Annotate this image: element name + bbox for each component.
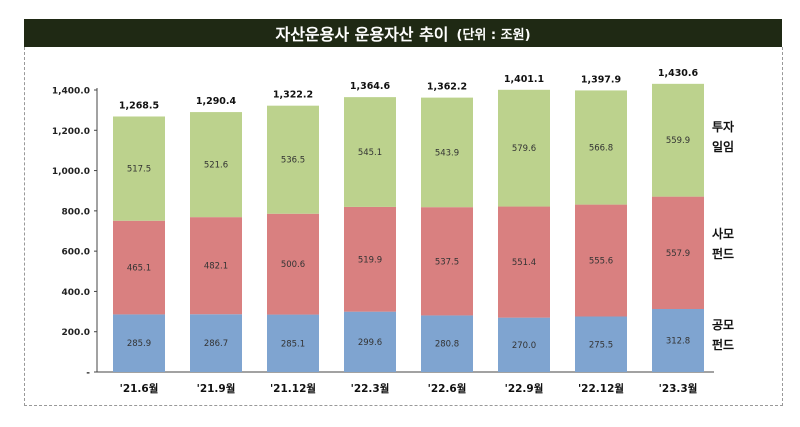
legend-label: 펀드 <box>711 247 735 261</box>
data-label: 312.8 <box>666 336 690 346</box>
bar-segment <box>421 315 473 372</box>
data-label: 500.6 <box>281 260 305 270</box>
bar-segment <box>344 206 396 312</box>
data-label: 286.7 <box>204 339 228 349</box>
bar-segment <box>267 105 319 214</box>
bar-segment <box>267 314 319 372</box>
bar-segment <box>652 83 704 197</box>
data-label: 275.5 <box>589 340 613 350</box>
data-label: 517.5 <box>127 165 151 175</box>
chart-frame <box>24 47 783 406</box>
y-tick-label: 400.0 <box>62 288 90 298</box>
y-tick-label: 200.0 <box>62 328 90 338</box>
y-tick-label: 600.0 <box>62 248 90 258</box>
bar-segment <box>113 116 165 221</box>
legend-investment-discretionary: 투자 일임 <box>706 117 740 157</box>
legend-label: 사모 <box>711 227 735 241</box>
bar-segment <box>113 314 165 372</box>
y-tick-label: 1,400.0 <box>52 87 90 97</box>
data-label: 559.9 <box>666 136 690 146</box>
bar-segment <box>652 308 704 372</box>
data-label: 521.6 <box>204 161 228 171</box>
total-label: 1,364.6 <box>350 81 391 92</box>
data-label: 270.0 <box>512 341 536 351</box>
data-label: 557.9 <box>666 249 690 259</box>
total-label: 1,401.1 <box>504 74 544 85</box>
data-label: 285.9 <box>127 339 151 349</box>
chart-unit: (단위 : 조원) <box>456 27 531 43</box>
data-label: 285.1 <box>281 339 305 349</box>
bar-segment <box>575 316 627 372</box>
data-label: 551.4 <box>512 258 536 268</box>
bar-segment <box>575 90 627 205</box>
bar-segment <box>498 89 550 207</box>
chart-title-bar: 자산운용사 운용자산 추이 (단위 : 조원) <box>24 19 782 47</box>
legend-label: 일임 <box>711 140 735 154</box>
x-tick-label: '22.6월 <box>428 382 467 395</box>
data-label: 566.8 <box>589 144 613 154</box>
data-label: 555.6 <box>589 257 613 267</box>
data-label: 280.8 <box>435 340 459 350</box>
data-label: 537.5 <box>435 257 459 267</box>
bar-segment <box>190 112 242 218</box>
legend-public-fund: 공모 펀드 <box>706 315 740 355</box>
total-label: 1,322.2 <box>273 90 313 101</box>
bar-segment <box>421 207 473 316</box>
x-tick-label: '22.9월 <box>505 382 544 395</box>
bar-segment <box>498 206 550 318</box>
legend-label: 투자 <box>711 120 735 134</box>
legend-private-fund: 사모 펀드 <box>706 224 740 264</box>
y-tick-label: - <box>86 369 90 379</box>
legend-label: 펀드 <box>711 338 735 352</box>
x-tick-label: '22.12월 <box>578 382 624 395</box>
x-tick-label: '21.12월 <box>270 382 316 395</box>
y-tick-label: 1,000.0 <box>52 167 90 177</box>
bar-segment <box>652 196 704 309</box>
chart-title: 자산운용사 운용자산 추이 <box>275 25 449 44</box>
bar-segment <box>498 317 550 372</box>
bar-segment <box>344 97 396 207</box>
data-label: 543.9 <box>435 148 459 158</box>
bar-segment <box>344 311 396 372</box>
data-label: 465.1 <box>127 264 151 274</box>
data-label: 519.9 <box>358 255 382 265</box>
bar-segment <box>421 97 473 208</box>
bar-segment <box>190 314 242 372</box>
bar-segment <box>575 204 627 317</box>
y-tick-label: 1,200.0 <box>52 127 90 137</box>
data-label: 299.6 <box>358 338 382 348</box>
total-label: 1,290.4 <box>196 96 237 107</box>
bar-segment <box>113 220 165 315</box>
data-label: 545.1 <box>358 148 382 158</box>
data-label: 579.6 <box>512 144 536 154</box>
total-label: 1,362.2 <box>427 82 467 93</box>
bar-segment <box>267 213 319 315</box>
bar-segment <box>190 217 242 315</box>
data-label: 536.5 <box>281 156 305 166</box>
total-label: 1,397.9 <box>581 74 621 85</box>
x-tick-label: '21.9월 <box>197 382 236 395</box>
total-label: 1,430.6 <box>658 68 699 79</box>
x-tick-label: '21.6월 <box>120 382 159 395</box>
y-tick-label: 800.0 <box>62 207 90 217</box>
x-tick-label: '22.3월 <box>351 382 390 395</box>
x-tick-label: '23.3월 <box>659 382 698 395</box>
data-label: 482.1 <box>204 262 228 272</box>
total-label: 1,268.5 <box>119 100 159 111</box>
legend-label: 공모 <box>711 318 735 332</box>
